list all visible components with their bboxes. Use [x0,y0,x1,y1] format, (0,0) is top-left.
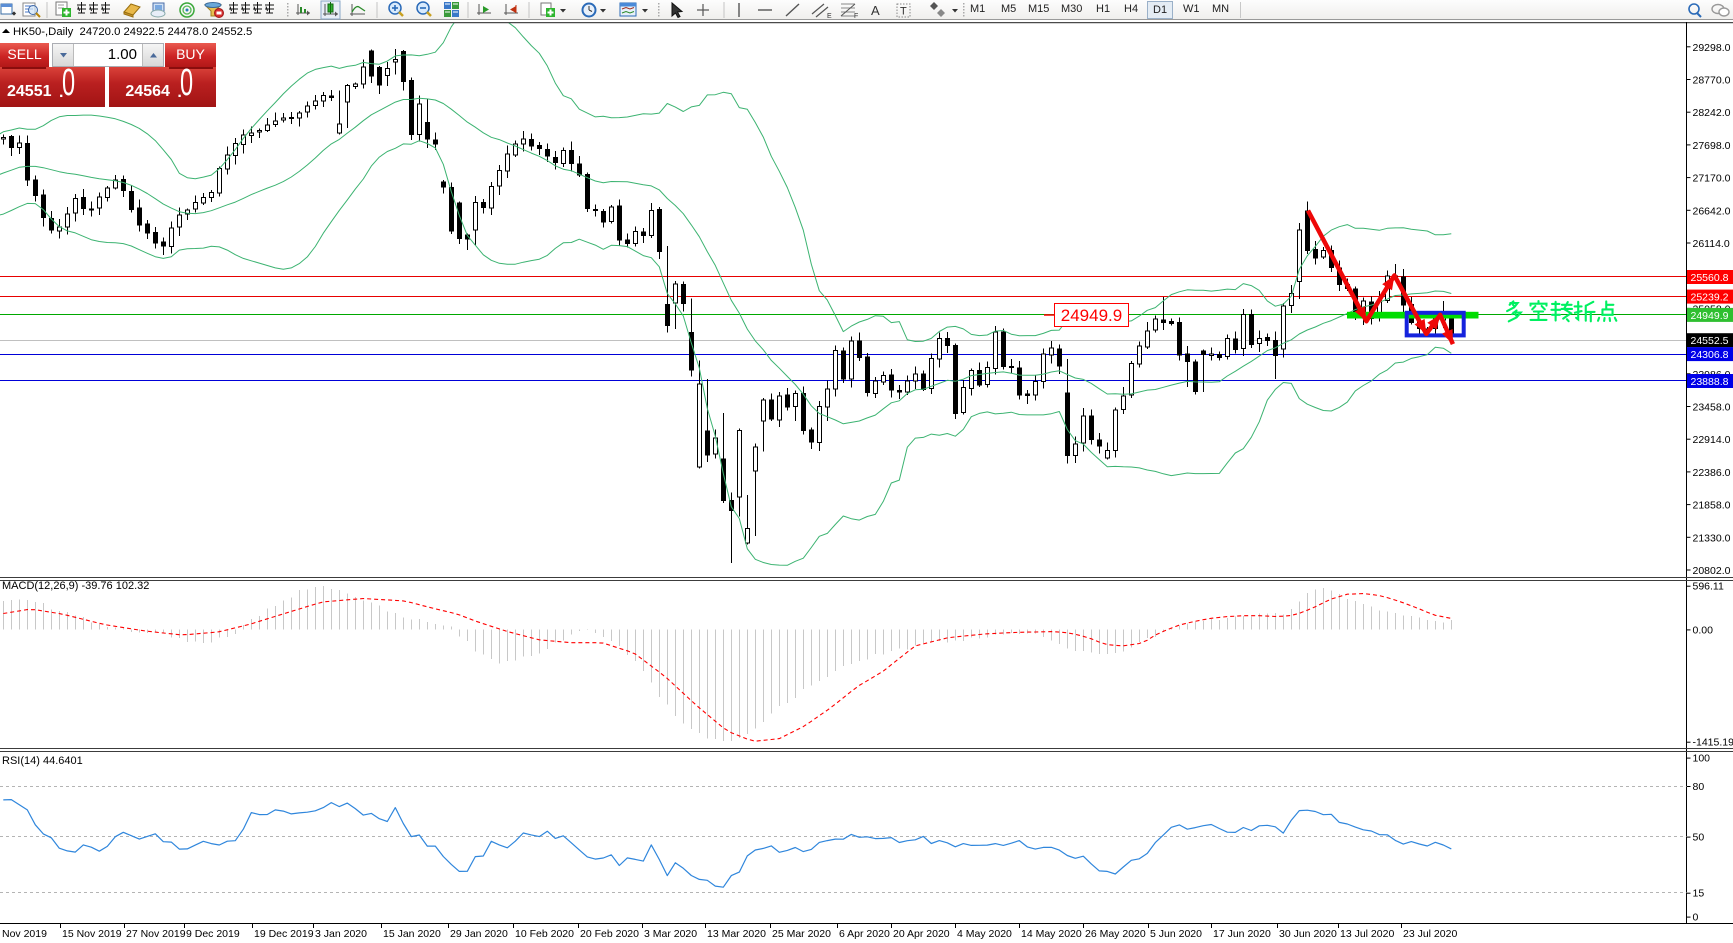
svg-text:T: T [900,6,907,18]
svg-text:20802.0: 20802.0 [1693,565,1731,577]
svg-text:24949.9: 24949.9 [1691,310,1729,322]
svg-text:22386.0: 22386.0 [1693,467,1731,479]
svg-text:50: 50 [1693,832,1705,844]
svg-text:29 Jan 2020: 29 Jan 2020 [450,928,508,940]
svg-text:100: 100 [1693,753,1711,765]
svg-text:17 Jun 2020: 17 Jun 2020 [1213,928,1271,940]
svg-text:19 Dec 2019: 19 Dec 2019 [254,928,314,940]
svg-text:596.11: 596.11 [1693,581,1724,593]
svg-text:3 Mar 2020: 3 Mar 2020 [644,928,697,940]
svg-text:0.00: 0.00 [1693,624,1714,636]
svg-text:4 May 2020: 4 May 2020 [957,928,1012,940]
svg-text:E: E [827,13,832,20]
svg-text:21330.0: 21330.0 [1693,532,1731,544]
svg-text:28242.0: 28242.0 [1693,107,1731,119]
svg-text:26114.0: 26114.0 [1693,238,1730,250]
svg-text:23888.8: 23888.8 [1691,376,1729,388]
svg-text:24306.8: 24306.8 [1691,349,1729,361]
svg-text:15: 15 [1693,888,1705,900]
svg-text:10 Feb 2020: 10 Feb 2020 [515,928,574,940]
svg-text:27170.0: 27170.0 [1693,173,1731,185]
svg-text:3 Jan 2020: 3 Jan 2020 [315,928,367,940]
svg-text:6 Apr 2020: 6 Apr 2020 [839,928,890,940]
svg-text:80: 80 [1693,781,1705,793]
svg-text:20 Apr 2020: 20 Apr 2020 [893,928,950,940]
svg-text:-1415.19: -1415.19 [1693,737,1733,749]
svg-text:25560.8: 25560.8 [1691,272,1729,284]
svg-text:0: 0 [1693,912,1699,924]
svg-text:25239.2: 25239.2 [1691,292,1729,304]
svg-text:RSI(14) 44.6401: RSI(14) 44.6401 [2,755,83,767]
svg-text:23 Jul 2020: 23 Jul 2020 [1403,928,1457,940]
svg-text:27 Nov 2019: 27 Nov 2019 [126,928,186,940]
svg-text:25 Mar 2020: 25 Mar 2020 [772,928,831,940]
svg-text:30 Jun 2020: 30 Jun 2020 [1279,928,1337,940]
svg-text:9 Dec 2019: 9 Dec 2019 [186,928,240,940]
svg-text:15 Jan 2020: 15 Jan 2020 [383,928,441,940]
svg-text:F: F [854,13,858,20]
svg-text:5 Jun 2020: 5 Jun 2020 [1150,928,1202,940]
svg-text:23458.0: 23458.0 [1693,402,1731,414]
svg-text:MACD(12,26,9) -39.76 102.32: MACD(12,26,9) -39.76 102.32 [2,580,149,592]
svg-text:14 May 2020: 14 May 2020 [1021,928,1082,940]
svg-text:13 Jul 2020: 13 Jul 2020 [1340,928,1394,940]
svg-text:20 Feb 2020: 20 Feb 2020 [580,928,639,940]
svg-text:21858.0: 21858.0 [1693,500,1731,512]
svg-text:28770.0: 28770.0 [1693,75,1731,87]
svg-text:HK50-,Daily 24720.0 24922.5 2: HK50-,Daily 24720.0 24922.5 24478.0 2455… [13,26,252,38]
svg-text:24949.9: 24949.9 [1061,306,1122,325]
svg-text:24552.5: 24552.5 [1691,335,1729,347]
svg-text:Nov 2019: Nov 2019 [2,928,47,940]
svg-text:22914.0: 22914.0 [1693,434,1731,446]
svg-text:29298.0: 29298.0 [1693,42,1731,54]
svg-text:A: A [871,3,880,18]
svg-text:27698.0: 27698.0 [1693,140,1731,152]
svg-text:26 May 2020: 26 May 2020 [1085,928,1146,940]
svg-text:26642.0: 26642.0 [1693,205,1731,217]
svg-text:13 Mar 2020: 13 Mar 2020 [707,928,766,940]
svg-text:15 Nov 2019: 15 Nov 2019 [62,928,122,940]
